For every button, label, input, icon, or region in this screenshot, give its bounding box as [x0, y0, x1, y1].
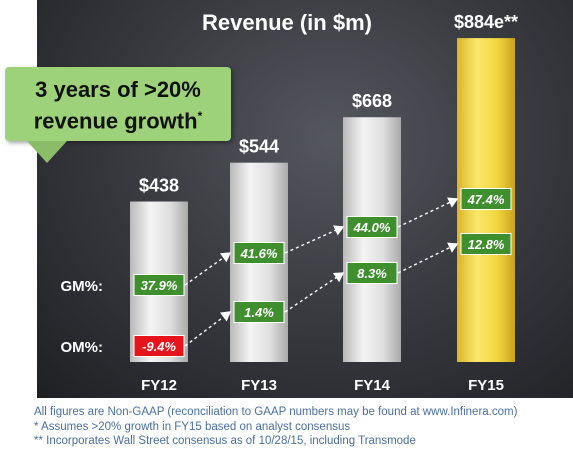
metric-value: 37.9% [141, 278, 178, 293]
metric-value: 8.3% [357, 266, 387, 281]
trend-arrow [284, 272, 345, 313]
callout-line2: revenue growth [33, 108, 198, 134]
callout-marker: * [197, 109, 203, 123]
value-label: $884e** [454, 12, 518, 32]
trend-arrow [397, 242, 459, 274]
value-label: $544 [239, 137, 279, 157]
metric-value: -9.4% [142, 339, 176, 354]
metric-box [133, 335, 185, 357]
footnote-line: All figures are Non-GAAP (reconciliation… [34, 406, 518, 418]
metric-box [346, 262, 398, 284]
callout-line1: 3 years of >20% [35, 77, 201, 102]
footnotes: All figures are Non-GAAP (reconciliation… [34, 405, 569, 449]
category-label: FY12 [141, 377, 177, 394]
trend-arrow [184, 252, 232, 286]
footnote-line: ** Incorporates Wall Street consensus as… [34, 435, 416, 447]
metric-value: 12.8% [468, 237, 505, 252]
series-label: GM%: [61, 278, 104, 295]
metric-value: 47.4% [467, 192, 505, 207]
series-label: OM%: [61, 339, 104, 356]
callout-text: 3 years of >20% revenue growth* [5, 76, 231, 134]
trend-arrow [184, 311, 232, 347]
value-label: $668 [352, 91, 392, 111]
bar-fy14 [343, 117, 401, 362]
growth-callout: 3 years of >20% revenue growth* [5, 67, 231, 163]
category-label: FY13 [241, 377, 277, 394]
footnote-line: * Assumes >20% growth in FY15 based on a… [34, 420, 351, 433]
value-label: $438 [139, 176, 179, 196]
trend-arrow [284, 225, 345, 254]
trend-arrow [397, 197, 459, 228]
metric-value: 41.6% [240, 246, 278, 261]
chart-title: Revenue (in $m) [202, 10, 372, 35]
category-label: FY14 [354, 377, 391, 394]
metric-value: 44.0% [353, 220, 391, 235]
metric-box [460, 233, 512, 255]
metric-box [233, 301, 285, 323]
revenue-chart: Revenue (in $m) $438 FY12 $544 FY13 $668 FY14 $… [61, 10, 518, 394]
metric-box [233, 242, 285, 264]
category-label: FY15 [468, 377, 504, 394]
metric-box [346, 216, 398, 238]
metric-box [133, 274, 185, 296]
metric-value: 1.4% [244, 305, 274, 320]
metric-box [460, 188, 512, 210]
